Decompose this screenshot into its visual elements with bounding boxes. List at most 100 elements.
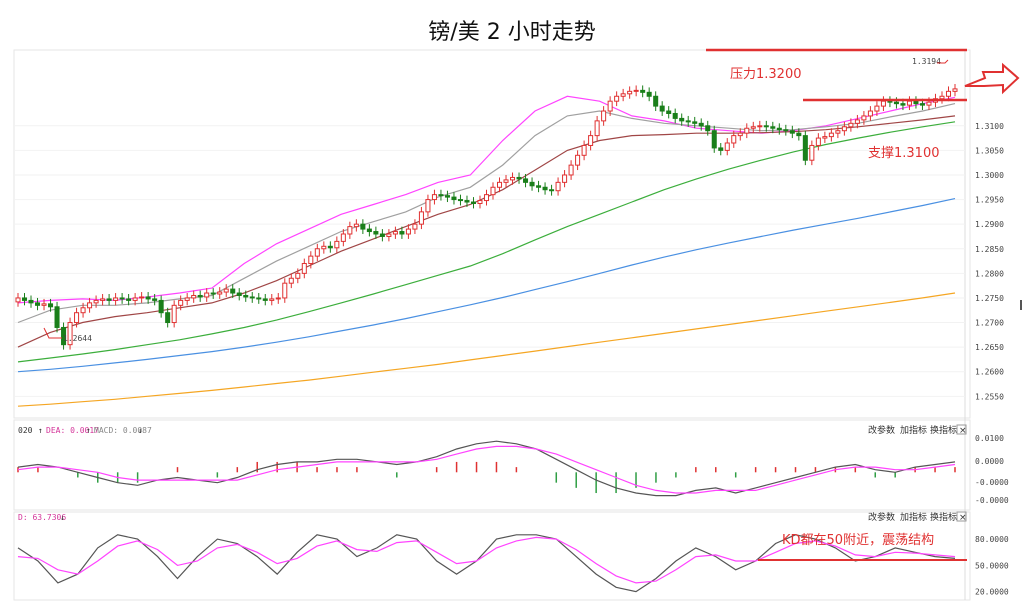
candle-body: [321, 245, 327, 250]
candle-body: [529, 181, 535, 187]
candle-body: [399, 231, 405, 235]
kd-close-box[interactable]: [956, 511, 967, 522]
macd-close-button[interactable]: ×: [959, 426, 967, 436]
candle-body: [783, 129, 789, 132]
candle-body: [87, 302, 93, 309]
candle-body: [210, 292, 216, 295]
candle-body: [893, 101, 899, 105]
candle-body: [165, 312, 171, 324]
macd-tick-label: 0.0000: [975, 457, 1004, 466]
kd-set-params-button[interactable]: 改参数: [868, 511, 895, 523]
price-tick-label: 1.2750: [975, 294, 1004, 303]
candle-body: [744, 127, 750, 134]
support-label: 支撑1.3100: [868, 146, 940, 161]
candle-body: [633, 89, 639, 92]
candle-body: [54, 306, 60, 328]
candle-body: [204, 292, 210, 298]
candle-body: [282, 282, 288, 299]
candle-body: [21, 297, 28, 301]
kd-annotation: KD都在50附近，震荡结构: [782, 533, 934, 548]
macd-panel: [13, 419, 971, 511]
macd-tick-label: -0.0000: [975, 496, 1009, 505]
kd-switch-indicator-button[interactable]: 换指标: [930, 511, 957, 523]
macd-legend-1: DEA: 0.0017: [46, 426, 99, 435]
candle-body: [692, 121, 698, 124]
candle-body: [236, 292, 242, 296]
kd-legend-0: D: 63.7306: [18, 513, 66, 522]
candle-body: [327, 245, 333, 249]
candle-body: [139, 296, 145, 299]
kd-add-indicator-button[interactable]: 加指标: [900, 511, 927, 523]
candle-body: [763, 125, 769, 128]
candle-body: [184, 297, 190, 301]
candle-body: [178, 299, 184, 306]
candle-body: [757, 125, 763, 128]
candle-body: [425, 199, 431, 213]
candle-body: [640, 89, 646, 93]
candle-body: [126, 298, 132, 301]
candle-body: [256, 297, 262, 300]
candle-body: [451, 196, 457, 201]
candle-body: [67, 322, 73, 346]
candle-body: [906, 100, 912, 106]
candle-body: [549, 189, 555, 192]
candle-body: [158, 299, 164, 314]
moving-average-line: [17, 103, 956, 324]
candle-body: [243, 294, 249, 298]
candle-body: [620, 93, 626, 97]
candle-body: [523, 178, 529, 183]
candle-body: [568, 164, 574, 176]
macd-legend-arrow-0: ↑: [38, 426, 43, 435]
candle-body: [132, 297, 138, 301]
macd-dea-line: [17, 445, 956, 494]
candle-body: [223, 288, 229, 293]
moving-average-line: [17, 198, 956, 373]
candle-body: [919, 103, 925, 106]
candle-body: [718, 147, 724, 151]
candle-body: [74, 312, 80, 324]
candle-body: [438, 194, 444, 197]
scroll-handle[interactable]: [1020, 300, 1022, 310]
candle-body: [874, 105, 880, 112]
candle-body: [607, 100, 613, 112]
candle-body: [770, 126, 776, 129]
candle-body: [698, 122, 704, 127]
macd-tick-label: 0.0100: [975, 434, 1004, 443]
candle-body: [197, 294, 203, 298]
candle-body: [444, 195, 450, 198]
high-marker-pointer: [937, 59, 949, 64]
price-tick-label: 1.3050: [975, 146, 1004, 155]
candle-body: [496, 181, 503, 188]
candle-body: [867, 110, 873, 117]
candle-body: [269, 298, 275, 301]
candle-body: [217, 291, 223, 295]
price-tick-label: 1.2950: [975, 196, 1004, 205]
switch-indicator-button[interactable]: 换指标: [930, 424, 957, 436]
kd-panel: [13, 511, 971, 601]
kd-tick-label: 80.0000: [975, 535, 1009, 544]
candle-body: [776, 127, 782, 131]
candle-body: [666, 110, 672, 114]
candle-body: [705, 125, 711, 132]
add-indicator-button[interactable]: 加指标: [900, 424, 927, 436]
candle-body: [653, 95, 659, 107]
kd-k-line: [17, 534, 956, 593]
low-marker-label: 1.2644: [63, 334, 92, 343]
macd-close-box[interactable]: [956, 424, 967, 435]
candle-body: [510, 176, 516, 181]
macd-diff-line: [17, 440, 956, 497]
candle-body: [796, 132, 802, 137]
set-params-button[interactable]: 改参数: [868, 424, 895, 436]
candle-body: [939, 95, 945, 100]
macd-tick-label: -0.0000: [975, 478, 1009, 487]
candle-body: [601, 110, 607, 122]
candle-body: [503, 179, 509, 183]
macd-legend-2: MACD: 0.0087: [94, 426, 152, 435]
candle-body: [926, 101, 932, 106]
kd-close-button[interactable]: ×: [959, 513, 967, 523]
candle-body: [373, 231, 379, 235]
candle-body: [581, 144, 587, 156]
candle-body: [405, 228, 411, 235]
candle-body: [418, 211, 424, 225]
macd-legend-arrow-2: ↓: [138, 426, 143, 435]
